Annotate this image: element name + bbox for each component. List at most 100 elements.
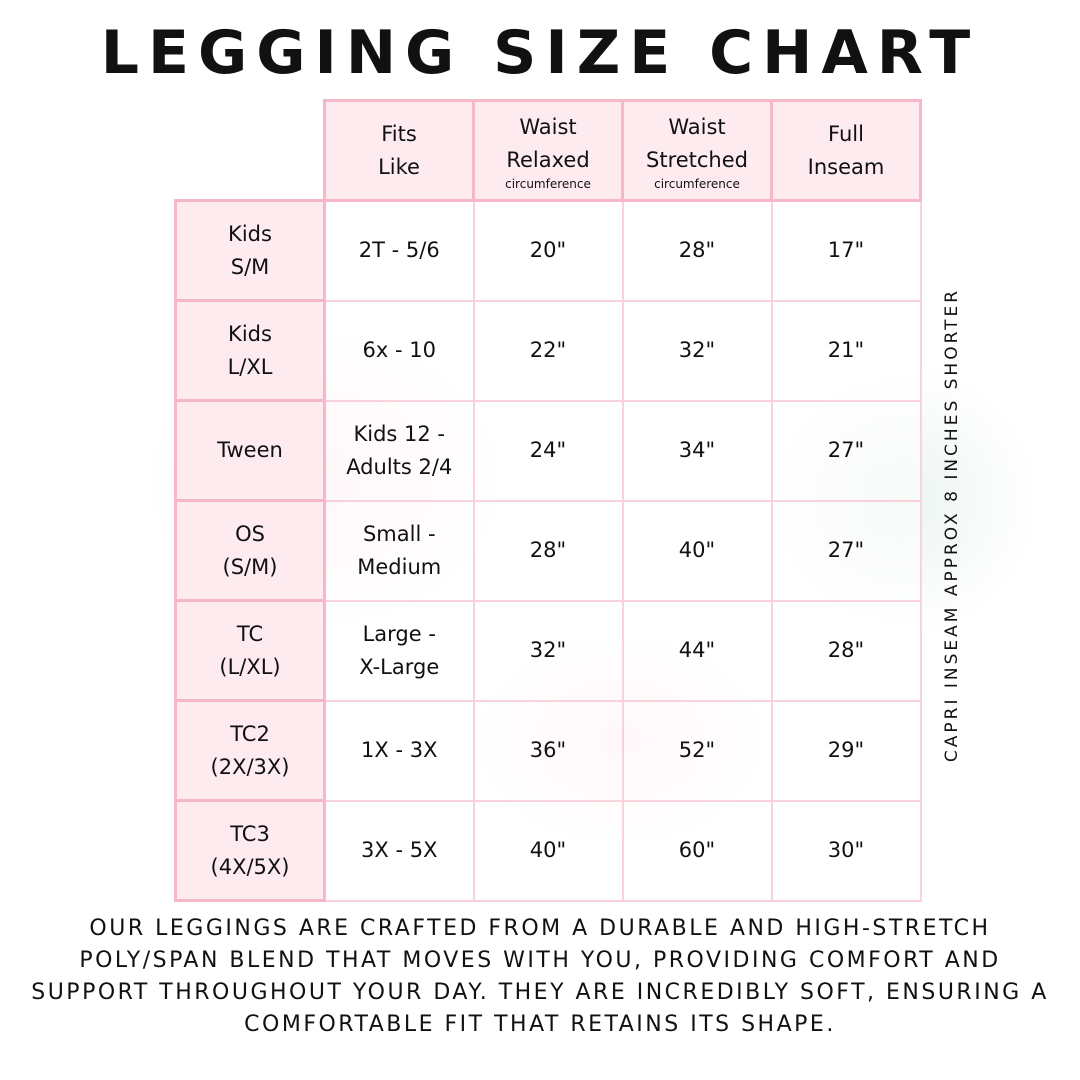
- capri-note: CAPRI INSEAM APPROX 8 INCHES SHORTER: [942, 287, 962, 763]
- size-label: TC3 (4X/5X): [174, 799, 326, 902]
- waist-relaxed-cell: 22": [472, 299, 624, 402]
- waist-relaxed-cell-line: 32": [529, 638, 567, 662]
- size-label-line: (L/XL): [219, 654, 281, 679]
- fits-like-cell: Small - Medium: [323, 499, 475, 602]
- inseam-cell-line: 17": [827, 238, 865, 263]
- fits-like-cell-line: Large -: [362, 621, 436, 646]
- waist-relaxed-cell: 28": [472, 499, 624, 602]
- size-label-line: OS: [235, 521, 265, 546]
- waist-relaxed-cell: 36": [472, 699, 624, 802]
- header-row: Fits Like Waist Relaxed circumference Waist St…: [176, 99, 922, 202]
- waist-stretched-cell: 52": [621, 699, 773, 802]
- waist-relaxed-cell: 24": [472, 399, 624, 502]
- inseam-cell: 27": [770, 399, 922, 502]
- inseam-cell: 17": [770, 199, 922, 302]
- fits-like-cell: 6x - 10: [323, 299, 475, 402]
- size-label-line: Tween: [217, 438, 283, 462]
- size-label-line: Kids: [228, 221, 272, 246]
- inseam-cell: 27": [770, 499, 922, 602]
- fits-like-cell: 3X - 5X: [323, 799, 475, 902]
- fits-like-cell-line: X-Large: [359, 654, 440, 679]
- column-header-line: Waist: [668, 114, 726, 139]
- page-title: LEGGING SIZE CHART: [100, 18, 980, 88]
- size-label: Kids S/M: [174, 199, 326, 302]
- column-header-line: Full: [828, 121, 864, 146]
- table-row: TC (L/XL) Large - X-Large 32" 44" 28": [174, 599, 922, 702]
- table-row: Kids S/M 2T - 5/6 20" 28" 17": [174, 199, 922, 302]
- column-header-line: Waist: [519, 114, 577, 139]
- fits-like-cell-line: Adults 2/4: [346, 454, 453, 479]
- column-header-line: Relaxed: [506, 147, 590, 172]
- waist-stretched-cell: 40": [621, 499, 773, 602]
- size-label-line: TC: [236, 621, 264, 646]
- column-header: Fits Like: [323, 99, 475, 202]
- fits-like-cell: Kids 12 - Adults 2/4: [323, 399, 475, 502]
- waist-relaxed-cell-line: 28": [529, 538, 567, 562]
- size-label-line: S/M: [230, 254, 270, 279]
- waist-stretched-cell-line: 40": [678, 538, 716, 562]
- waist-stretched-cell: 32": [621, 299, 773, 402]
- waist-stretched-cell: 60": [621, 799, 773, 902]
- waist-stretched-cell-line: 52": [678, 738, 716, 762]
- fits-like-cell-line: Kids 12 -: [353, 421, 446, 446]
- column-header-line: Stretched: [646, 147, 748, 172]
- waist-stretched-cell: 28": [621, 199, 773, 302]
- inseam-cell: 29": [770, 699, 922, 802]
- waist-stretched-cell-line: 32": [678, 338, 716, 362]
- size-label: Kids L/XL: [174, 299, 326, 402]
- size-label-line: (2X/3X): [210, 754, 290, 779]
- waist-relaxed-cell-line: 36": [529, 738, 567, 762]
- table-row: Tween Kids 12 - Adults 2/4 24" 34" 27": [174, 399, 922, 502]
- waist-relaxed-cell-line: 40": [529, 838, 567, 862]
- fits-like-cell: 1X - 3X: [323, 699, 475, 802]
- fits-like-cell: Large - X-Large: [323, 599, 475, 702]
- waist-stretched-cell-line: 60": [678, 838, 716, 862]
- fits-like-cell-line: 6x - 10: [362, 338, 436, 362]
- inseam-cell-line: 28": [827, 638, 865, 662]
- waist-stretched-cell: 44": [621, 599, 773, 702]
- inseam-cell: 30": [770, 799, 922, 902]
- column-header-line: Fits: [381, 121, 417, 146]
- size-label: Tween: [174, 399, 326, 502]
- waist-relaxed-cell-line: 24": [529, 438, 567, 462]
- size-label-line: Kids: [228, 321, 272, 346]
- inseam-cell-line: 29": [827, 738, 865, 762]
- fits-like-cell-line: 1X - 3X: [361, 738, 438, 762]
- column-header: Waist Stretched circumference: [621, 99, 773, 202]
- inseam-cell-line: 30": [827, 838, 865, 862]
- column-header: Full Inseam: [770, 99, 922, 202]
- size-label-line: (S/M): [222, 554, 278, 579]
- fits-like-cell-line: Small -: [362, 521, 436, 546]
- table-row: TC2 (2X/3X) 1X - 3X 36" 52" 29": [174, 699, 922, 802]
- fits-like-cell-line: 3X - 5X: [361, 838, 438, 862]
- waist-stretched-cell-line: 44": [678, 638, 716, 662]
- waist-relaxed-cell: 20": [472, 199, 624, 302]
- column-header-line: Like: [378, 154, 420, 179]
- header-subtitle: circumference: [505, 176, 591, 191]
- waist-relaxed-cell-line: 22": [529, 338, 567, 362]
- size-label: TC2 (2X/3X): [174, 699, 326, 802]
- inseam-cell: 28": [770, 599, 922, 702]
- fits-like-cell: 2T - 5/6: [323, 199, 475, 302]
- column-header: Waist Relaxed circumference: [472, 99, 624, 202]
- inseam-cell: 21": [770, 299, 922, 402]
- size-label-line: TC3: [230, 821, 270, 846]
- table-row: OS (S/M) Small - Medium 28" 40" 27": [174, 499, 922, 602]
- description: Our leggings are crafted from a durable …: [31, 916, 1049, 1037]
- waist-relaxed-cell: 40": [472, 799, 624, 902]
- waist-stretched-cell: 34": [621, 399, 773, 502]
- size-label-line: TC2: [230, 721, 270, 746]
- waist-stretched-cell-line: 28": [678, 238, 716, 263]
- fits-like-cell-line: 2T - 5/6: [358, 238, 440, 263]
- waist-stretched-cell-line: 34": [678, 438, 716, 462]
- corner-blank: [176, 101, 325, 201]
- column-header-line: Inseam: [807, 154, 885, 179]
- size-label-line: (4X/5X): [210, 854, 290, 879]
- inseam-cell-line: 27": [827, 438, 865, 462]
- inseam-cell-line: 21": [827, 338, 865, 362]
- size-label: OS (S/M): [174, 499, 326, 602]
- table-row: TC3 (4X/5X) 3X - 5X 40" 60" 30": [174, 799, 922, 902]
- waist-relaxed-cell: 32": [472, 599, 624, 702]
- size-label-line: L/XL: [227, 354, 273, 379]
- header-subtitle: circumference: [654, 176, 740, 191]
